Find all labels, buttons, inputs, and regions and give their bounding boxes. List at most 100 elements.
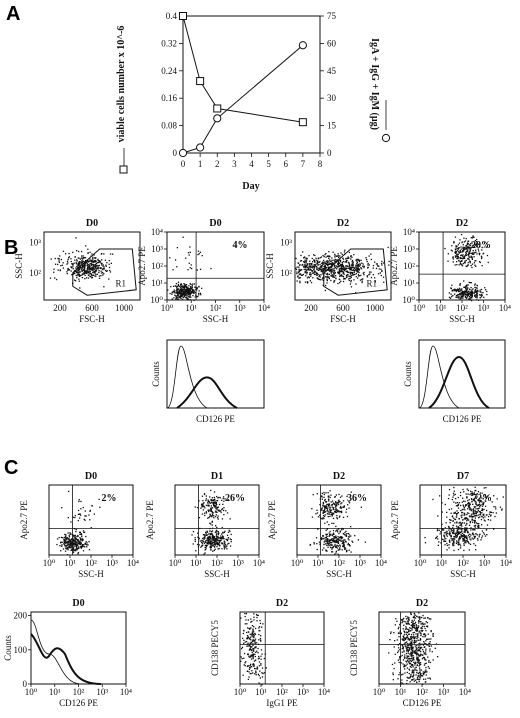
panel-b-plot-1-x-tick-label: 1000 <box>115 303 134 313</box>
panel-b-plot-1-title: D0 <box>86 218 98 229</box>
panel-b-plot-3-y-tick-label: 10³ <box>280 238 292 248</box>
panel-c-plot-3-percent: 36% <box>347 493 367 504</box>
panel-c-plot2-2-y-label: CD138 PECY5 <box>349 620 359 676</box>
panel-a-y-tick-label: 0.32 <box>161 38 177 48</box>
panel-a-circle-point <box>178 148 188 158</box>
panel-c-plot-2: D1 SSC-H Apo2.7 PE 26% 10⁰ 10¹ 10² 10³ 10⁴ <box>145 471 265 579</box>
panel-b-plot-2-y-tick-label: 10³ <box>151 244 163 254</box>
panel-c-plot-3-events <box>309 490 366 555</box>
panel-b-plot-1-gate-label: R1 <box>116 278 127 288</box>
panel-a-square-point <box>196 77 205 86</box>
panel-c-plot-1-x-tick-label: 10² <box>85 558 97 568</box>
panel-b-plot-2-y-tick-label: 10⁰ <box>150 295 163 305</box>
panel-c-plot2-1-x-tick-label: 10⁰ <box>234 687 247 697</box>
panel-c-plot2-1-x-tick-label: 10² <box>276 687 288 697</box>
panel-c-plot-1-x-tick-label: 10⁴ <box>127 558 139 568</box>
panel-letter-b: B <box>4 237 18 259</box>
panel-b-hist-2-y-label: Counts <box>403 361 413 387</box>
panel-c-hist-stained-curve <box>30 633 102 685</box>
panel-b-plot-3-x-tick-label: 200 <box>304 303 318 313</box>
panel-c-hist-y-label: Counts <box>3 635 13 661</box>
panel-a-x-tick-label: 6 <box>284 159 289 169</box>
panel-b-plot-4-y-tick-label: 10² <box>403 261 415 271</box>
panel-c-plot-2-x-tick-label: 10² <box>211 558 223 568</box>
panel-b: D0 FSC-H SSC-H R1 200 600 1000 10² 10³ D0 SSC-H Apo… <box>14 218 511 424</box>
panel-b-plot-3-y-tick-label: 10² <box>280 268 292 278</box>
panel-c-plot-3-x-tick-label: 10³ <box>354 558 366 568</box>
panel-a-y2-tick-label: 60 <box>327 38 337 48</box>
panel-c-hist-x-tick-label: 10³ <box>96 687 108 697</box>
panel-b-plot-3-frame <box>294 231 392 301</box>
panel-b-plot-4-x-tick-label: 10⁴ <box>499 303 511 313</box>
panel-a-circle-point <box>213 114 222 123</box>
panel-a-circle-point <box>298 41 307 50</box>
panel-c-plot2-1-x-label: IgG1 PE <box>266 698 298 708</box>
panel-a-square-point <box>298 118 307 127</box>
panel-c-plot-4-title: D7 <box>457 471 469 482</box>
panel-c-plot2-1-events <box>240 612 267 686</box>
panel-a-series-line-2 <box>182 44 304 154</box>
panel-c-plot-4-x-tick-label: 10³ <box>479 558 491 568</box>
panel-b-hist-2-control-curve <box>418 345 460 409</box>
panel-c-plot-3-title: D2 <box>333 471 345 482</box>
panel-c-plot2-1-y-label: CD138 PECY5 <box>210 620 220 676</box>
panel-b-plot-3-events <box>295 246 393 294</box>
panel-letter-c: C <box>4 457 18 479</box>
panel-b-plot-1-gate <box>72 248 137 296</box>
panel-a-x-label: Day <box>242 181 259 192</box>
panel-c-hist-y-tick-label: 100 <box>14 645 28 655</box>
panel-c-plot-2-events <box>191 489 232 555</box>
panel-a-y-tick-label: 0.16 <box>161 93 177 103</box>
panel-c-plot2-2-x-tick-label: 10¹ <box>395 687 407 697</box>
panel-b-plot-4-events <box>444 233 489 302</box>
panel-c-plot2-1-title: D2 <box>276 598 288 609</box>
panel-c-hist-x-tick-label: 10¹ <box>49 687 61 697</box>
panel-c-hist-frame <box>30 611 127 685</box>
panel-c-plot-2-x-tick-label: 10¹ <box>190 558 202 568</box>
panel-c-hist-x-tick-label: 10² <box>73 687 85 697</box>
panel-b-hist-1-stained-curve <box>176 376 238 409</box>
panel-b-hist-1-y-label: Counts <box>151 361 161 387</box>
panel-a-y2-tick-label: 15 <box>327 121 337 131</box>
panel-b-plot-4-percent: 20% <box>471 240 491 251</box>
panel-c-plot2-2-x-tick-label: 10² <box>416 687 428 697</box>
panel-b-plot-3-x-label: FSC-H <box>330 314 356 324</box>
panel-b-plot-3-gate-label: R1 <box>367 278 378 288</box>
panel-a-y-tick-label: 0 <box>173 148 178 158</box>
panel-b-hist-2-frame <box>418 339 506 409</box>
panel-b-plot-3-gate <box>323 248 388 296</box>
panel-c-hist-x-label: CD126 PE <box>59 698 98 708</box>
panel-c-plot-2-title: D1 <box>211 471 223 482</box>
panel-a-x-tick-label: 0 <box>181 159 186 169</box>
panel-c-plot2-1: D2 IgG1 PE CD138 PECY5 10⁰ 10¹ 10² 10³ 10⁴ <box>210 598 330 708</box>
panel-b-hist-2-stained-curve <box>428 355 490 409</box>
panel-a-x-tick-label: 3 <box>232 159 237 169</box>
panel-b-plot-3-x-tick-label: 600 <box>336 303 350 313</box>
panel-b-plot-1-y-label: SSC-H <box>14 253 24 279</box>
panel-b-plot-1: D0 FSC-H SSC-H R1 200 600 1000 10² 10³ <box>14 218 141 324</box>
panel-a-y2-tick-label: 0 <box>327 148 332 158</box>
panel-c-plot-2-x-tick-label: 10⁰ <box>169 558 182 568</box>
panel-b-plot-1-frame <box>43 231 141 301</box>
panel-c-plot-3-x-tick-label: 10⁴ <box>375 558 387 568</box>
panel-c-plot-3-x-tick-label: 10² <box>333 558 345 568</box>
panel-a-circle-point <box>196 143 205 152</box>
panel-a-x-tick-label: 8 <box>318 159 323 169</box>
panel-a-y-tick-label: 0.4 <box>166 11 178 21</box>
panel-b-plot-2-y-tick-label: 10² <box>151 261 163 271</box>
panel-b-plot-1-y-tick-label: 10² <box>29 268 41 278</box>
panel-c-plot-1-y-label: Apo2.7 PE <box>19 500 29 540</box>
panel-a-square-point <box>213 104 222 113</box>
panel-a-y-legend-square <box>119 165 128 174</box>
panel-b-hist-1-control-curve <box>166 345 208 409</box>
panel-a-y-label-group: viable cells number x 10^-6 <box>116 26 128 174</box>
panel-c-plot2-2-x-tick-label: 10³ <box>438 687 450 697</box>
panel-c-plot-1-x-label: SSC-H <box>78 569 104 579</box>
panel-a-y2-legend-circle <box>381 133 391 143</box>
panel-b-plot-4-x-tick-label: 10¹ <box>435 303 447 313</box>
panel-c-plot-3: D2 SSC-H Apo2.7 PE 36% 10⁰ 10¹ 10² 10³ 10⁴ <box>267 471 387 579</box>
panel-b-plot-2-y-tick-label: 10¹ <box>151 278 163 288</box>
panel-b-plot-4-y-tick-label: 10¹ <box>403 278 415 288</box>
